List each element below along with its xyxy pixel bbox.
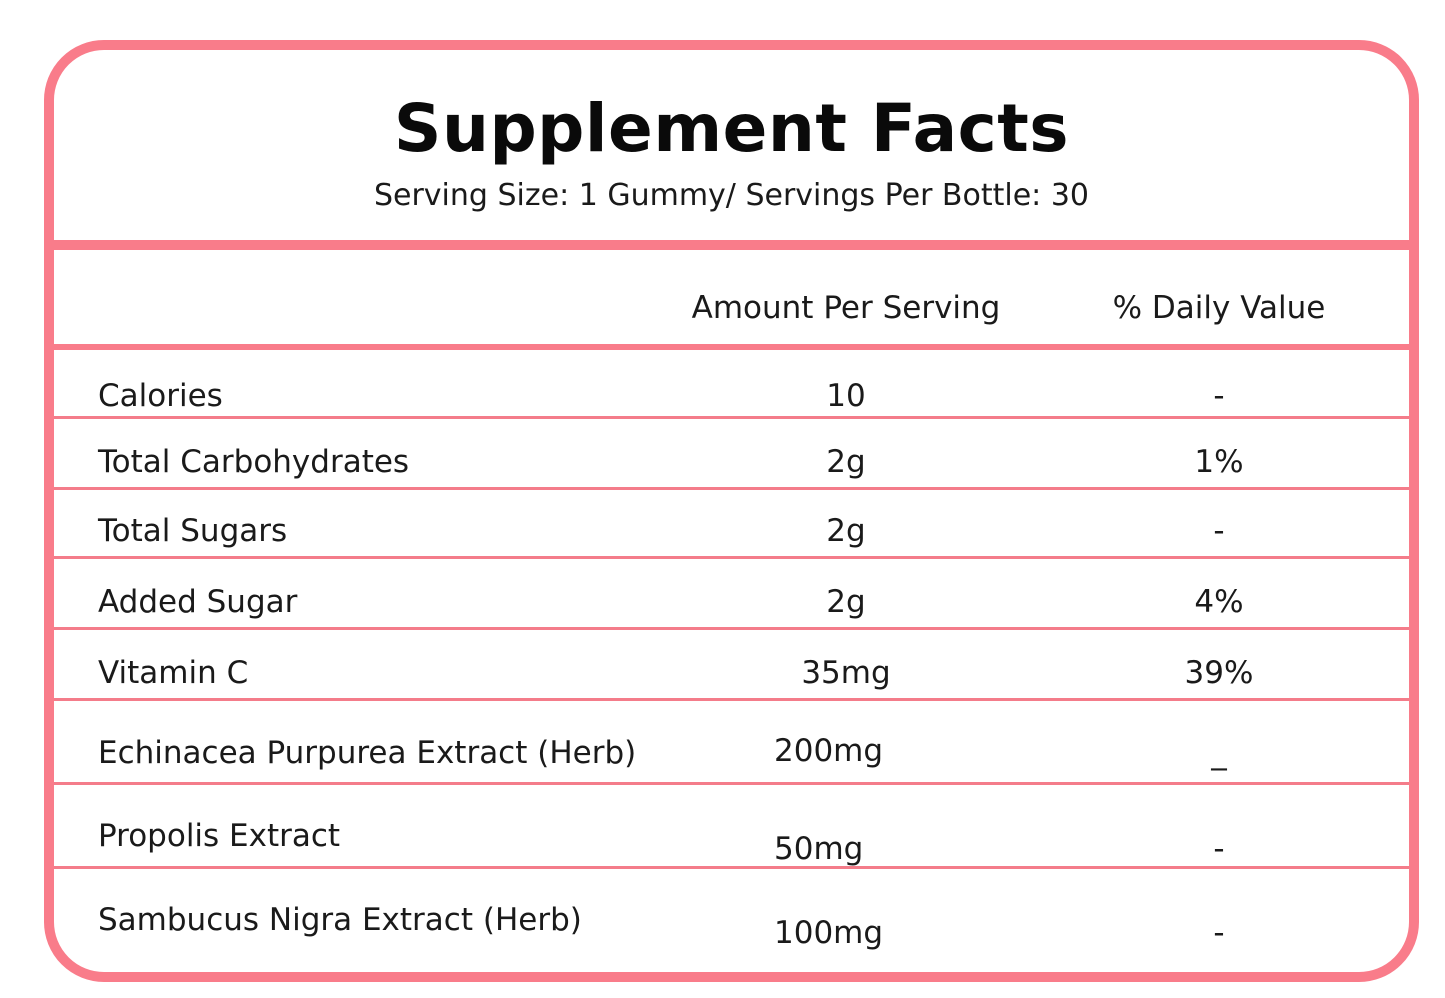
table-row-amount: 2g [826,444,866,480]
table-row-name: Total Sugars [98,513,288,549]
table-row-daily-value: 39% [1184,655,1254,691]
row-divider [54,782,1409,785]
table-row-daily-value: _ [1211,735,1227,771]
table-row-name: Sambucus Nigra Extract (Herb) [98,902,582,938]
table-row-name: Added Sugar [98,584,298,620]
table-row-amount: 35mg [801,655,891,691]
facts-title: Supplement Facts [393,90,1070,167]
table-row-amount: 200mg [774,733,884,769]
table-row-amount: 2g [826,513,866,549]
table-row-daily-value: - [1213,831,1225,867]
table-row-daily-value: - [1213,378,1225,414]
row-divider [54,416,1409,419]
table-row-daily-value: - [1213,915,1225,951]
table-row-name: Total Carbohydrates [98,444,410,480]
table-row-name: Propolis Extract [98,818,341,854]
supplement-facts-panel: Supplement Facts Serving Size: 1 Gummy/ … [44,40,1419,982]
header-divider [54,240,1409,250]
table-row-amount: 10 [826,378,866,414]
table-row-daily-value: 1% [1194,444,1244,480]
table-row-daily-value: - [1213,513,1225,549]
table-row-name: Calories [98,378,223,414]
row-divider [54,866,1409,869]
table-row-name: Vitamin C [98,655,249,691]
daily-value-column-header: % Daily Value [1112,290,1326,326]
table-row-amount: 2g [826,584,866,620]
column-header-divider [54,344,1409,350]
table-row-amount: 100mg [774,915,884,951]
table-row-name: Echinacea Purpurea Extract (Herb) [98,735,637,771]
serving-info: Serving Size: 1 Gummy/ Servings Per Bott… [373,178,1090,213]
row-divider [54,698,1409,701]
amount-column-header: Amount Per Serving [691,290,1001,326]
row-divider [54,556,1409,559]
row-divider [54,627,1409,630]
row-divider [54,487,1409,490]
table-row-daily-value: 4% [1194,584,1244,620]
table-row-amount: 50mg [774,831,864,867]
